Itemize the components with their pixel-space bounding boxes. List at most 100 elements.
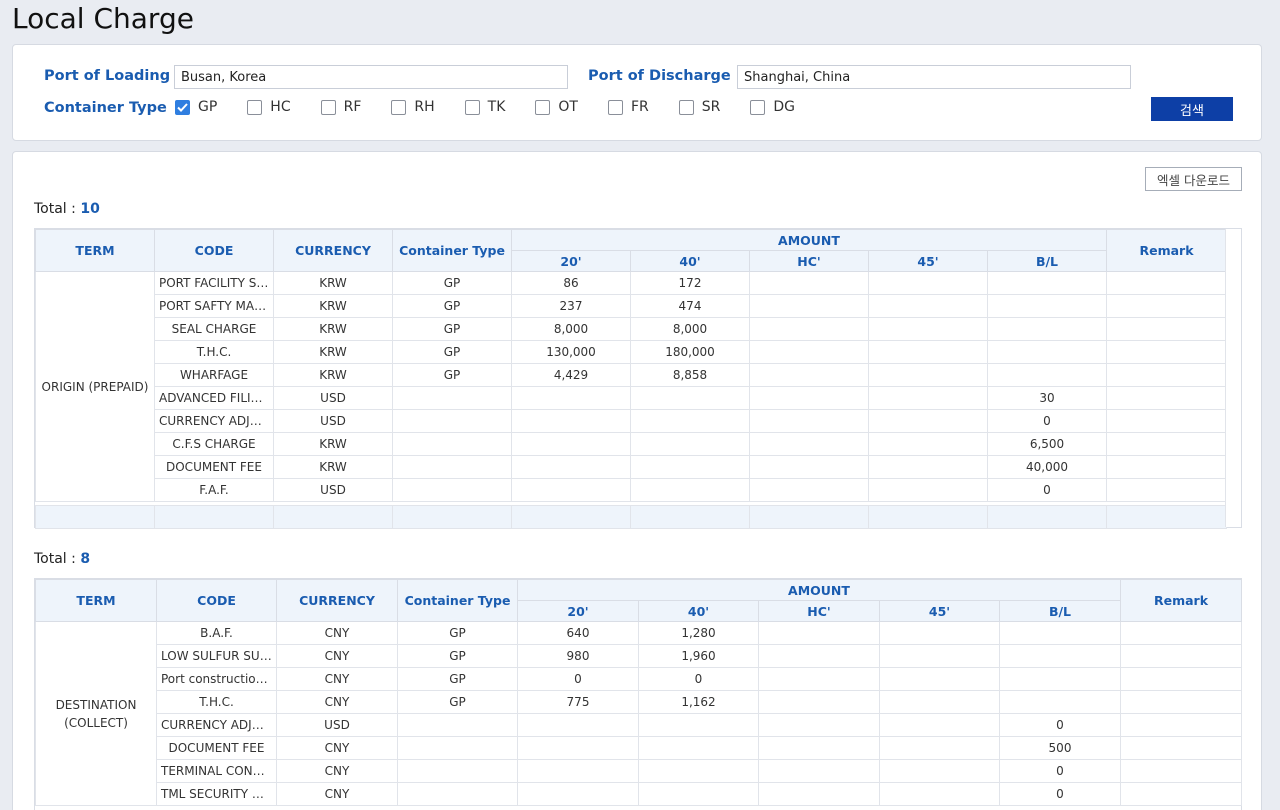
checkbox-dg[interactable]: [750, 99, 766, 115]
term-label-line1: DESTINATION: [55, 697, 137, 712]
table-row[interactable]: WHARFAGE KRW GP 4,429 8,858: [36, 363, 1227, 387]
col-remark[interactable]: Remark: [1120, 579, 1242, 622]
cell-code: ADVANCED FILING...: [154, 386, 274, 410]
table-row[interactable]: T.H.C. CNY GP 775 1,162: [36, 690, 1242, 714]
cell-c20: [517, 736, 639, 760]
cell-remark: [1120, 759, 1242, 783]
table-row[interactable]: DOCUMENT FEE CNY 500: [36, 736, 1242, 760]
col-45[interactable]: 45': [868, 250, 988, 272]
cell-type: [392, 386, 512, 410]
col-term[interactable]: TERM: [35, 229, 155, 272]
container-type-option-dg[interactable]: DG: [750, 99, 795, 115]
port-of-loading-input[interactable]: [174, 65, 568, 89]
col-20[interactable]: 20': [511, 250, 631, 272]
term-cell: ORIGIN (PREPAID): [35, 271, 155, 502]
cell-c45: [868, 317, 988, 341]
col-hc[interactable]: HC': [749, 250, 869, 272]
cell-c40: [638, 736, 759, 760]
table-row[interactable]: DESTINATION (COLLECT) B.A.F. CNY GP 640 1,280: [35, 621, 1242, 806]
col-hc[interactable]: HC': [758, 600, 880, 622]
container-type-option-ot[interactable]: OT: [535, 99, 578, 115]
summary-cell: [868, 505, 988, 529]
container-type-option-tk[interactable]: TK: [464, 99, 506, 115]
cell-type: [397, 736, 518, 760]
cell-c20: [517, 713, 639, 737]
cell-currency: CNY: [276, 644, 398, 668]
col-40[interactable]: 40': [638, 600, 759, 622]
checkbox-ot[interactable]: [535, 99, 551, 115]
cell-c40: 1,960: [638, 644, 759, 668]
table-row[interactable]: PORT SAFTY MAIN... KRW GP 237 474: [36, 294, 1227, 318]
table-row[interactable]: F.A.F. USD 0: [36, 478, 1227, 502]
col-bl[interactable]: B/L: [987, 250, 1107, 272]
cell-remark: [1120, 667, 1242, 691]
table-row[interactable]: ORIGIN (PREPAID) PORT FACILITY SE... KRW GP…: [35, 271, 1227, 502]
term-label-line2: (COLLECT): [64, 715, 128, 730]
cell-c40: [638, 759, 759, 783]
table-row[interactable]: TML SECURITY CH... CNY 0: [36, 782, 1242, 806]
col-term[interactable]: TERM: [35, 579, 157, 622]
checkbox-label: FR: [630, 99, 649, 115]
container-type-option-sr[interactable]: SR: [678, 99, 720, 115]
container-type-option-hc[interactable]: HC: [247, 99, 291, 115]
table-row[interactable]: LOW SULFUR SUR... CNY GP 980 1,960: [36, 644, 1242, 668]
cell-remark: [1120, 690, 1242, 714]
table-row[interactable]: C.F.S CHARGE KRW 6,500: [36, 432, 1227, 456]
container-type-option-rf[interactable]: RF: [320, 99, 361, 115]
checkbox-rh[interactable]: [391, 99, 407, 115]
checkbox-rf[interactable]: [320, 99, 336, 115]
table-row[interactable]: SEAL CHARGE KRW GP 8,000 8,000: [36, 317, 1227, 341]
container-type-option-gp[interactable]: GP: [175, 99, 217, 115]
col-code[interactable]: CODE: [156, 579, 277, 622]
container-type-option-fr[interactable]: FR: [607, 99, 649, 115]
cell-code: CURRENCY ADJUS...: [154, 409, 274, 433]
cell-hc: [749, 363, 869, 387]
col-currency[interactable]: CURRENCY: [273, 229, 393, 272]
cell-c45: [868, 409, 988, 433]
cell-bl: 30: [987, 386, 1107, 410]
cell-currency: CNY: [276, 690, 398, 714]
cell-c40: [638, 782, 759, 806]
col-container-type[interactable]: Container Type: [392, 229, 512, 272]
cell-hc: [749, 386, 869, 410]
col-code[interactable]: CODE: [154, 229, 274, 272]
table-row[interactable]: Port construction fee CNY GP 0 0: [36, 667, 1242, 691]
col-20[interactable]: 20': [517, 600, 639, 622]
table-row[interactable]: DOCUMENT FEE KRW 40,000: [36, 455, 1227, 479]
checkbox-gp[interactable]: [175, 99, 190, 115]
table-row[interactable]: TERMINAL CONST... CNY 0: [36, 759, 1242, 783]
cell-hc: [749, 455, 869, 479]
cell-currency: USD: [276, 713, 398, 737]
col-container-type[interactable]: Container Type: [397, 579, 518, 622]
cell-remark: [1106, 340, 1227, 364]
col-currency[interactable]: CURRENCY: [276, 579, 398, 622]
cell-c40: [630, 455, 750, 479]
cell-remark: [1120, 621, 1242, 645]
col-remark[interactable]: Remark: [1106, 229, 1227, 272]
cell-type: GP: [397, 690, 518, 714]
table-row[interactable]: ADVANCED FILING... USD 30: [36, 386, 1227, 410]
checkbox-fr[interactable]: [607, 99, 623, 115]
cell-bl: [999, 644, 1121, 668]
container-type-option-rh[interactable]: RH: [391, 99, 435, 115]
checkbox-tk[interactable]: [464, 99, 480, 115]
checkbox-label: TK: [487, 99, 506, 115]
cell-hc: [758, 667, 880, 691]
col-45[interactable]: 45': [879, 600, 1000, 622]
cell-c20: 86: [511, 271, 631, 295]
col-bl[interactable]: B/L: [999, 600, 1121, 622]
cell-c20: [511, 432, 631, 456]
col-40[interactable]: 40': [630, 250, 750, 272]
cell-remark: [1106, 317, 1227, 341]
checkbox-sr[interactable]: [678, 99, 694, 115]
cell-c40: [630, 409, 750, 433]
table-row[interactable]: CURRENCY ADJUS... USD 0: [36, 409, 1227, 433]
checkbox-hc[interactable]: [247, 99, 263, 115]
excel-download-button[interactable]: 엑셀 다운로드: [1145, 167, 1242, 191]
table-row[interactable]: T.H.C. KRW GP 130,000 180,000: [36, 340, 1227, 364]
cell-bl: [987, 317, 1107, 341]
port-of-discharge-input[interactable]: [737, 65, 1131, 89]
search-button[interactable]: 검색: [1151, 97, 1233, 121]
origin-scrollbar[interactable]: [1225, 229, 1241, 527]
table-row[interactable]: CURRENCY ADJUS... USD 0: [36, 713, 1242, 737]
